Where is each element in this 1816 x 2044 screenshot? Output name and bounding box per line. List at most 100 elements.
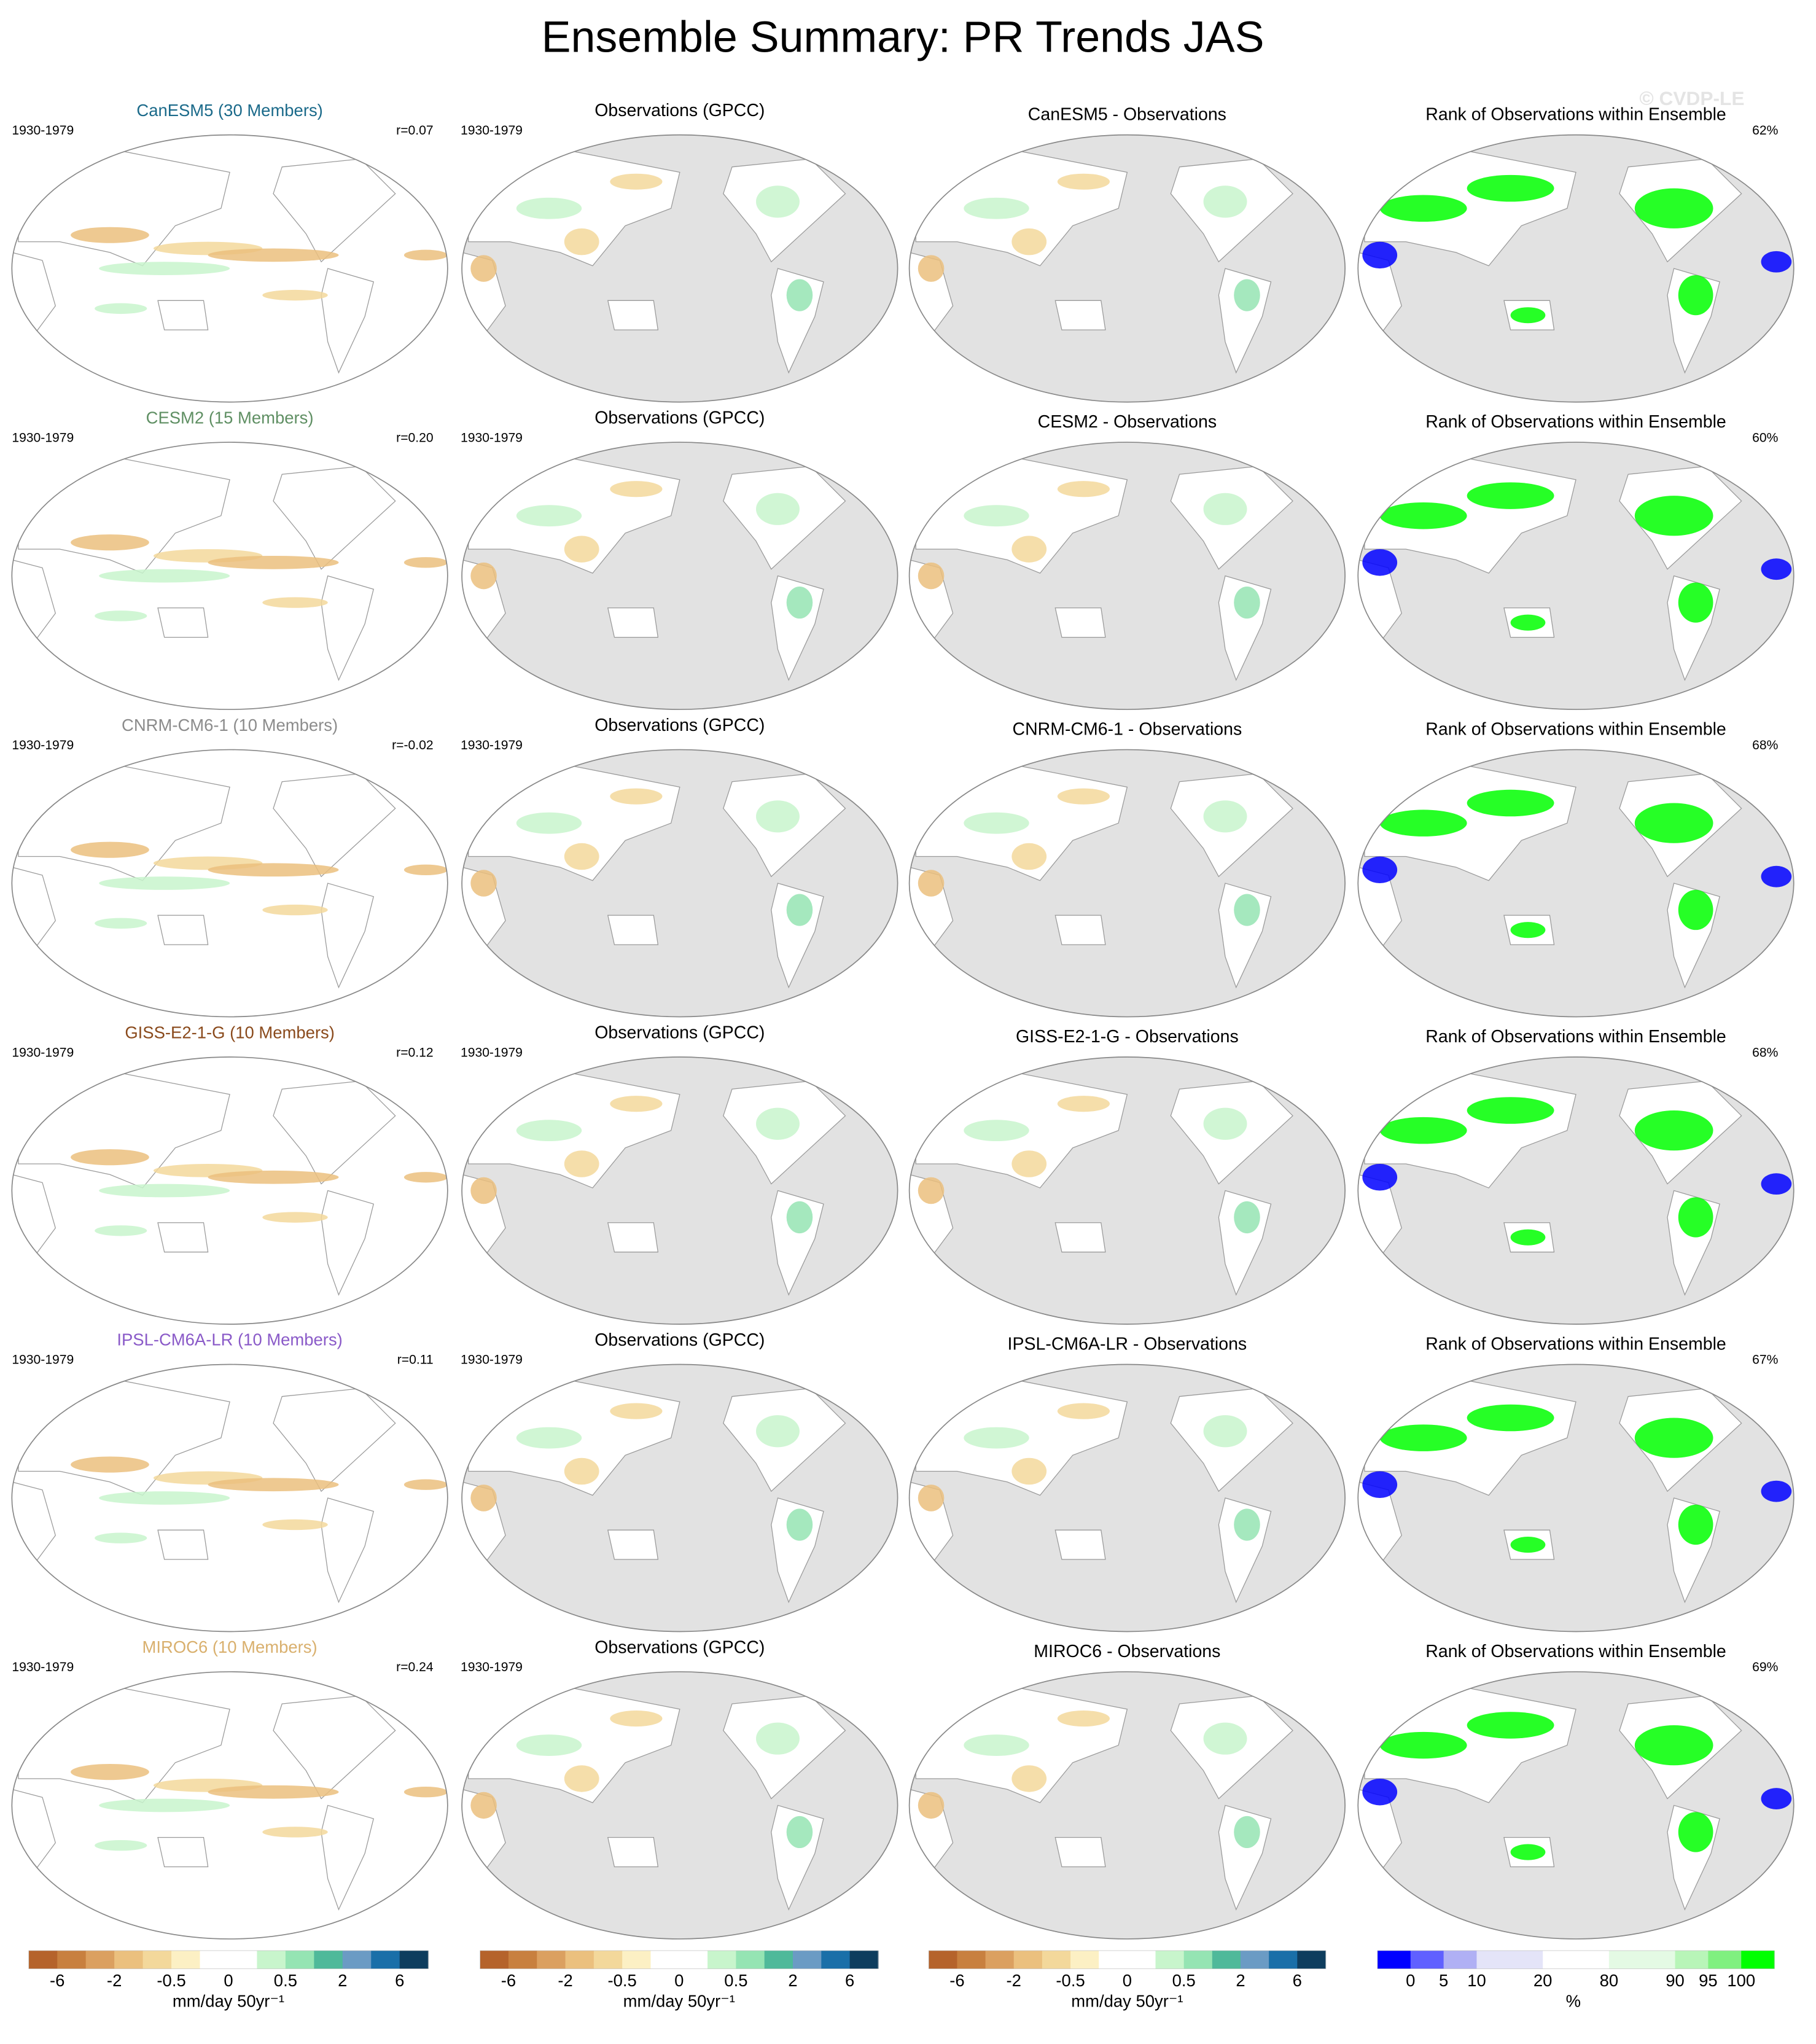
map-shading <box>99 1184 230 1198</box>
obs-title: Observations (GPCC) <box>594 1637 765 1657</box>
colorbar-label: 5 <box>1439 1971 1448 1990</box>
map-shading <box>71 1149 149 1166</box>
colorbar-label: -2 <box>558 1971 572 1990</box>
map-shading <box>1634 188 1713 228</box>
correlation: r=-0.02 <box>392 738 433 752</box>
map-shading <box>99 569 230 583</box>
obs-title: Observations (GPCC) <box>594 101 765 120</box>
map-shading <box>262 1212 328 1223</box>
colorbar-label: 20 <box>1533 1971 1553 1990</box>
map-shading <box>403 249 448 261</box>
map-shading <box>1467 174 1554 202</box>
map-shading <box>516 197 582 219</box>
model-title: GISS-E2-1-G (10 Members) <box>125 1023 335 1042</box>
colorbar-box <box>1183 1950 1213 1969</box>
map-shading <box>262 1519 328 1531</box>
map-shading <box>1234 1201 1260 1234</box>
map-shading <box>1234 586 1260 619</box>
figure-title: Ensemble Summary: PR Trends JAS <box>542 12 1265 61</box>
map-shading <box>756 493 800 525</box>
map-shading <box>1203 185 1247 218</box>
map-shading <box>1678 582 1713 623</box>
rank-title: Rank of Observations within Ensemble <box>1425 1027 1726 1047</box>
map-border <box>11 1671 448 1940</box>
obs-period: 1930-1979 <box>461 1045 523 1059</box>
map-content <box>12 1687 448 1911</box>
map-content <box>1358 1379 1792 1604</box>
colorbar-units: mm/day 50yr⁻¹ <box>173 1992 284 2011</box>
map-shading <box>756 1415 800 1448</box>
map-shading <box>208 248 339 262</box>
colorbar-label: -6 <box>50 1971 64 1990</box>
map-shading <box>208 863 339 877</box>
map-shading <box>262 1827 328 1838</box>
map-border <box>461 1363 898 1632</box>
map-shading <box>1510 1844 1546 1860</box>
map <box>1357 134 1795 403</box>
land <box>1054 1837 1106 1868</box>
map-shading <box>470 1484 497 1512</box>
map <box>908 1056 1346 1325</box>
rank-title: Rank of Observations within Ensemble <box>1425 412 1726 432</box>
correlation: r=0.11 <box>397 1353 434 1367</box>
colorbar-label: 2 <box>1236 1971 1245 1990</box>
colorbar-label: 2 <box>338 1971 347 1990</box>
land <box>157 915 209 945</box>
map-shading <box>403 1172 448 1183</box>
map-content <box>12 1379 448 1604</box>
map <box>1357 1671 1795 1940</box>
map-shading <box>1678 889 1713 930</box>
colorbar-box <box>1042 1950 1071 1969</box>
map-shading <box>1362 1164 1398 1191</box>
map-shading <box>786 586 813 619</box>
colorbar-box <box>1608 1950 1676 1969</box>
map-shading <box>516 812 582 834</box>
map-shading <box>610 481 663 497</box>
map-shading <box>564 228 599 256</box>
land <box>1054 300 1106 330</box>
colorbar-box <box>565 1950 594 1969</box>
colorbar-box <box>85 1950 115 1969</box>
colorbar-label: 80 <box>1600 1971 1619 1990</box>
colorbar-label: 0 <box>1406 1971 1415 1990</box>
map-shading <box>470 870 497 897</box>
map-shading <box>516 505 582 527</box>
map-shading <box>918 255 945 282</box>
map-shading <box>564 843 599 870</box>
land <box>157 1529 209 1560</box>
map-content <box>462 150 846 374</box>
map-shading <box>95 303 147 314</box>
map-border <box>1357 1671 1795 1940</box>
rank-title: Rank of Observations within Ensemble <box>1425 1334 1726 1354</box>
diff-title: CNRM-CM6-1 - Observations <box>1013 719 1242 739</box>
map-content <box>909 1379 1293 1604</box>
rank-title: Rank of Observations within Ensemble <box>1425 719 1726 739</box>
colorbar-label: 6 <box>395 1971 404 1990</box>
map-border <box>1357 134 1795 403</box>
map-shading <box>756 1107 800 1140</box>
map-shading <box>1634 1110 1713 1151</box>
map-shading <box>470 1177 497 1204</box>
map-shading <box>756 800 800 833</box>
map <box>1357 1363 1795 1632</box>
obs-period: 1930-1979 <box>461 1660 523 1674</box>
period: 1930-1979 <box>12 1660 74 1674</box>
map-shading <box>1011 843 1047 870</box>
map-shading <box>964 1734 1029 1756</box>
map-shading <box>1057 788 1110 805</box>
map <box>11 749 448 1018</box>
map-shading <box>1011 1765 1047 1792</box>
map-shading <box>71 534 149 551</box>
map-shading <box>1761 558 1792 580</box>
map <box>461 1056 898 1325</box>
map-shading <box>516 1734 582 1756</box>
map-content <box>1358 1687 1792 1911</box>
map-shading <box>1467 1712 1554 1739</box>
colorbar-box <box>764 1950 793 1969</box>
map-shading <box>1057 173 1110 190</box>
map-content <box>909 1072 1293 1296</box>
colorbar-label: 6 <box>845 1971 854 1990</box>
map-shading <box>1634 1725 1713 1766</box>
land <box>1054 607 1106 638</box>
model-title: IPSL-CM6A-LR (10 Members) <box>117 1330 342 1349</box>
